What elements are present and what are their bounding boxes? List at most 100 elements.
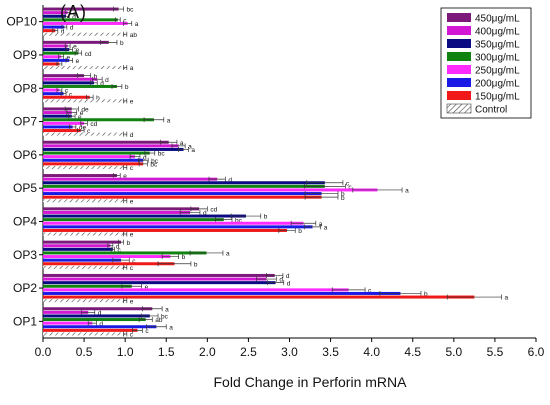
legend-swatch [447,13,471,22]
legend: 450μg/mL 400μg/mL 350μg/mL 300μg/mL 250μg/mL… [440,7,532,119]
bar-400μg/mL-OP2 [43,277,267,281]
significance-label: a [167,117,171,124]
bar-250μg/mL-OP4 [43,221,304,225]
legend-swatch [447,52,471,61]
legend-label: 250μg/mL [475,66,520,77]
bar-450μg/mL-OP1 [43,307,153,311]
bar-200μg/mL-OP2 [43,291,401,295]
significance-label: b [125,84,129,91]
bar-Control-OP4 [43,232,126,236]
significance-label: d [116,243,120,250]
significance-label: de [79,125,87,132]
significance-label: b [424,291,428,298]
bar-300μg/mL-OP6 [43,151,150,155]
bar-200μg/mL-OP3 [43,258,122,262]
y-tick-label: OP10 [6,15,37,29]
legend-label: 450μg/mL [475,14,520,25]
significance-label: c [130,332,134,339]
significance-label: e [80,110,84,117]
significance-label: d [203,210,207,217]
y-tick-label: OP7 [13,115,37,129]
significance-label: a [191,147,195,154]
legend-label: 350μg/mL [475,40,520,51]
bar-400μg/mL-OP5 [43,177,218,181]
bar-250μg/mL-OP9 [43,55,62,59]
significance-label: a [165,306,169,313]
significance-label: d [105,77,109,84]
bar-350μg/mL-OP9 [43,48,70,52]
bar-200μg/mL-OP7 [43,125,73,129]
significance-label: bc [161,314,169,321]
significance-label: e [130,232,134,239]
significance-label: d [100,80,104,87]
bar-350μg/mL-OP10 [43,14,67,18]
significance-label: c [123,17,127,24]
legend-label: 400μg/mL [475,27,520,38]
bar-250μg/mL-OP5 [43,188,378,192]
bar-250μg/mL-OP3 [43,255,171,259]
bar-450μg/mL-OP8 [43,74,85,78]
bar-350μg/mL-OP6 [43,147,184,151]
significance-label: e [145,284,149,291]
bar-150μg/mL-OP6 [43,162,144,166]
bar-300μg/mL-OP10 [43,18,118,22]
significance-label: c [132,258,136,265]
bar-350μg/mL-OP8 [43,81,94,85]
significance-label: b [120,40,124,47]
bar-400μg/mL-OP8 [43,77,98,81]
bar-250μg/mL-OP7 [43,121,85,125]
x-tick-label: 1.5 [158,345,175,359]
bar-250μg/mL-OP1 [43,321,93,325]
bar-450μg/mL-OP9 [43,40,109,44]
bar-350μg/mL-OP3 [43,247,113,251]
bar-Control-OP9 [43,66,126,70]
bar-450μg/mL-OP6 [43,140,169,144]
significance-label: a [188,143,192,150]
bar-Control-OP2 [43,299,126,303]
bar-250μg/mL-OP8 [43,88,60,92]
bar-Control-OP3 [43,265,126,269]
legend-swatch [446,103,472,114]
bar-150μg/mL-OP8 [43,95,90,99]
bar-350μg/mL-OP2 [43,281,276,285]
significance-label: e [78,114,82,121]
bar-200μg/mL-OP6 [43,158,144,162]
bar-450μg/mL-OP3 [43,240,122,244]
bar-400μg/mL-OP6 [43,144,179,148]
y-tick-label: OP3 [13,248,37,262]
legend-swatch [447,26,471,35]
bar-300μg/mL-OP7 [43,118,154,122]
bar-150μg/mL-OP7 [43,129,81,133]
significance-label: b [194,261,198,268]
bar-400μg/mL-OP1 [43,310,89,314]
significance-label: c [65,88,69,95]
significance-label: ab [130,32,138,39]
significance-label: a [169,324,173,331]
bar-250μg/mL-OP10 [43,21,128,25]
bar-200μg/mL-OP9 [43,58,70,62]
x-tick-label: 4.5 [404,345,421,359]
significance-label: c [87,128,91,135]
bar-150μg/mL-OP1 [43,328,138,332]
x-tick-label: 2.5 [240,345,257,359]
bar-200μg/mL-OP1 [43,325,157,329]
bar-200μg/mL-OP5 [43,192,322,196]
significance-label: cd [85,51,92,58]
significance-label: c [145,328,149,335]
significance-label: c [130,265,134,272]
significance-label: cd [210,206,217,213]
significance-label: b [341,195,345,202]
legend-swatch [447,65,471,74]
bar-150μg/mL-OP5 [43,195,322,199]
significance-label: d [287,280,291,287]
significance-label: ab [155,317,163,324]
significance-label: e [123,173,127,180]
bar-200μg/mL-OP4 [43,225,313,229]
significance-label: b [341,191,345,198]
bar-450μg/mL-OP2 [43,273,275,277]
significance-label: a [324,224,328,231]
x-tick-label: 3.0 [281,345,298,359]
significance-label: cd [90,121,97,128]
